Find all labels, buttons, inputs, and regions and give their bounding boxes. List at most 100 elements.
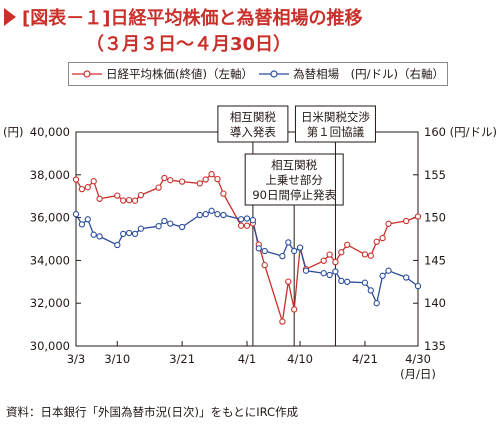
legend-label-fx: 為替相場 (円/ドル)（右軸） bbox=[293, 67, 444, 81]
fx-data-point bbox=[279, 252, 286, 260]
nikkei-data-point bbox=[90, 178, 97, 185]
fx-data-point bbox=[338, 277, 345, 285]
x-tick-label: 4/10 bbox=[287, 352, 313, 366]
fx-data-point bbox=[243, 215, 251, 222]
nikkei-data-point bbox=[414, 213, 422, 220]
annotation-label: 90日間停止発表 bbox=[252, 188, 336, 202]
x-tick-label: 4/21 bbox=[352, 352, 378, 366]
nikkei-data-point bbox=[114, 192, 121, 199]
nikkei-data-point bbox=[167, 177, 174, 184]
nikkei-data-point bbox=[84, 184, 91, 191]
nikkei-data-point bbox=[137, 191, 145, 199]
annotation-box bbox=[294, 105, 376, 143]
nikkei-data-point bbox=[161, 174, 168, 182]
nikkei-data-point bbox=[208, 171, 215, 178]
fx-data-point bbox=[285, 239, 292, 246]
fx-data-point bbox=[361, 279, 369, 286]
nikkei-data-point bbox=[367, 252, 374, 259]
fx-data-point bbox=[296, 244, 304, 251]
legend: 日経平均株価(終値)（左軸） 為替相場 (円/ドル)（右軸） bbox=[68, 62, 448, 86]
title-line-1: [図表－１]日経平均株価と為替相場の推移 bbox=[22, 8, 363, 29]
fx-data-point bbox=[202, 211, 209, 218]
nikkei-data-point bbox=[338, 249, 345, 256]
fx-data-point bbox=[414, 282, 422, 290]
left-tick-label: 34,000 bbox=[30, 253, 70, 267]
fx-data-point bbox=[120, 230, 127, 238]
nikkei-data-point bbox=[120, 197, 127, 204]
legend-swatch-nikkei bbox=[72, 70, 103, 78]
title-triangle-icon bbox=[4, 8, 16, 26]
right-tick-label: 155 bbox=[424, 168, 446, 182]
nikkei-data-point bbox=[326, 251, 333, 258]
fx-data-point bbox=[167, 220, 174, 227]
fx-data-point bbox=[214, 211, 221, 218]
fx-data-point bbox=[78, 221, 86, 228]
line-chart: 30,000 32,000 34,000 36,000 38,000 40,000 (円) 1… bbox=[3, 105, 497, 381]
nikkei-data-point bbox=[96, 195, 103, 202]
nikkei-data-point bbox=[214, 175, 221, 183]
nikkei-data-point bbox=[344, 241, 351, 248]
fx-data-point bbox=[373, 300, 380, 307]
nikkei-data-point bbox=[285, 278, 292, 285]
fx-data-point bbox=[403, 274, 410, 281]
nikkei-data-point bbox=[291, 306, 298, 313]
nikkei-data-point bbox=[320, 257, 327, 264]
legend-item-fx: 為替相場 (円/ドル)（右軸） bbox=[259, 66, 444, 82]
nikkei-data-point bbox=[220, 190, 227, 197]
right-tick-label: 140 bbox=[424, 296, 446, 310]
x-axis-unit: (月/日) bbox=[400, 367, 436, 381]
nikkei-data-point bbox=[237, 222, 245, 229]
fx-data-point bbox=[367, 287, 374, 294]
fx-data-point bbox=[220, 211, 227, 219]
fx-data-point bbox=[196, 211, 203, 219]
nikkei-data-point bbox=[72, 176, 80, 183]
title-line-2: （３月３日～４月30日） bbox=[86, 34, 292, 55]
x-tick-label: 3/21 bbox=[169, 352, 195, 366]
fx-data-point bbox=[90, 231, 97, 238]
left-tick-label: 36,000 bbox=[30, 211, 70, 225]
annotation-label: 相互関税 bbox=[230, 110, 276, 124]
left-tick-label: 30,000 bbox=[30, 339, 70, 353]
left-axis-unit: (円) bbox=[3, 125, 23, 139]
series-points bbox=[72, 171, 422, 325]
right-axis-unit: 160 (円/ドル) bbox=[424, 125, 497, 139]
nikkei-data-point bbox=[155, 184, 162, 191]
fx-data-point bbox=[137, 225, 145, 232]
fx-data-point bbox=[155, 223, 162, 230]
nikkei-data-point bbox=[373, 238, 380, 245]
nikkei-data-point bbox=[261, 261, 268, 269]
right-tick-label: 150 bbox=[424, 211, 446, 225]
nikkei-data-point bbox=[361, 251, 369, 258]
fx-data-point bbox=[84, 216, 91, 223]
legend-swatch-fx bbox=[259, 70, 290, 78]
nikkei-data-point bbox=[243, 222, 251, 229]
fx-data-point bbox=[302, 267, 310, 274]
fx-data-point bbox=[72, 211, 80, 218]
chart-title: [図表－１]日経平均株価と為替相場の推移 （３月３日～４月30日） bbox=[4, 4, 496, 55]
chart-axes: 30,000 32,000 34,000 36,000 38,000 40,000 (円) 1… bbox=[3, 125, 497, 381]
fx-data-point bbox=[344, 278, 351, 285]
fx-data-point bbox=[379, 272, 386, 279]
fx-data-point bbox=[237, 216, 245, 223]
annotation-label: 上乗せ部分 bbox=[265, 173, 323, 187]
nikkei-data-point bbox=[379, 234, 386, 242]
fx-data-point bbox=[332, 268, 339, 275]
fx-data-point bbox=[208, 207, 215, 214]
nikkei-data-point bbox=[131, 197, 139, 204]
x-tick-label: 4/1 bbox=[238, 352, 257, 366]
left-tick-label: 38,000 bbox=[30, 168, 70, 182]
annotation-box bbox=[217, 105, 289, 143]
annotation-label: 導入発表 bbox=[230, 125, 276, 139]
annotation-label: 日米関税交渉 bbox=[301, 110, 370, 124]
fx-data-point bbox=[326, 271, 333, 279]
left-tick-label: 32,000 bbox=[30, 296, 70, 310]
source-note: 資料：日本銀行「外国為替市況(日次)」をもとにIRC作成 bbox=[6, 405, 299, 419]
fx-data-point bbox=[131, 230, 139, 238]
annotation-label: 第１回協議 bbox=[307, 125, 365, 139]
annotation-label: 相互関税 bbox=[271, 158, 317, 172]
fx-data-point bbox=[178, 223, 186, 231]
fx-data-point bbox=[125, 229, 133, 237]
x-tick-label: 3/10 bbox=[104, 352, 130, 366]
fx-data-point bbox=[114, 241, 121, 249]
